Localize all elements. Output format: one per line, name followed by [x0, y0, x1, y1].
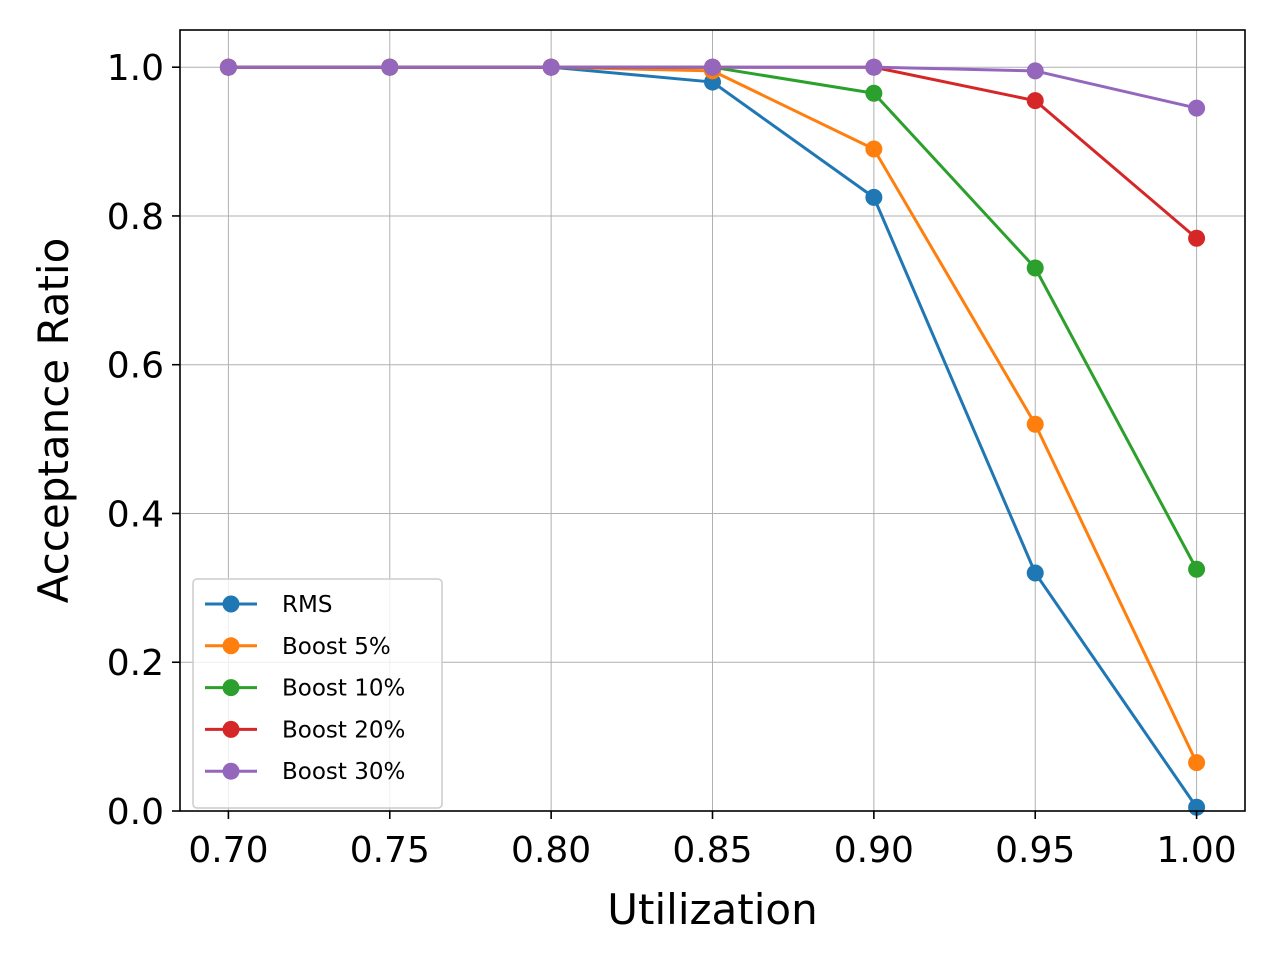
- x-tick-label: 1.00: [1157, 830, 1237, 871]
- x-tick-label: 0.80: [511, 830, 591, 871]
- y-tick-label: 0.6: [107, 346, 164, 387]
- legend: RMS Boost 5% Boost 10% Boost 20% Boost 30%: [192, 578, 443, 809]
- data-point: [381, 58, 399, 76]
- x-tick-label: 0.70: [188, 830, 268, 871]
- y-tick-label: 0.0: [107, 792, 164, 833]
- data-point: [1026, 62, 1044, 80]
- data-point: [1188, 560, 1206, 578]
- data-point: [865, 58, 883, 76]
- x-axis-title: Utilization: [607, 885, 817, 934]
- legend-label: Boost 30%: [282, 759, 405, 785]
- data-point: [542, 58, 560, 76]
- data-point: [1188, 754, 1206, 772]
- data-point: [865, 188, 883, 206]
- y-tick-label: 0.4: [107, 494, 164, 535]
- legend-swatch-marker: [222, 762, 240, 780]
- data-point: [1026, 92, 1044, 110]
- data-point: [219, 58, 237, 76]
- data-point: [1188, 99, 1206, 117]
- x-tick-label: 0.75: [350, 830, 430, 871]
- legend-label: Boost 20%: [282, 717, 405, 743]
- axis-ticks: 0.70 0.75 0.80 0.85 0.90 0.95 1.00 0.0 0.2 0.4 0.6…: [107, 48, 1237, 871]
- legend-item: Boost 30%: [205, 759, 405, 785]
- data-point: [1188, 229, 1206, 247]
- data-point: [865, 140, 883, 158]
- series: [219, 58, 1206, 117]
- legend-swatch-marker: [222, 720, 240, 738]
- legend-item: Boost 20%: [205, 717, 405, 743]
- y-tick-label: 1.0: [107, 48, 164, 89]
- data-point: [1026, 564, 1044, 582]
- legend-item: Boost 10%: [205, 676, 405, 702]
- data-point: [704, 58, 721, 76]
- legend-item: RMS: [205, 592, 332, 618]
- legend-label: RMS: [282, 592, 332, 618]
- legend-label: Boost 10%: [282, 676, 405, 702]
- legend-swatch-marker: [222, 595, 240, 613]
- y-tick-label: 0.8: [107, 197, 164, 238]
- legend-label: Boost 5%: [282, 634, 391, 660]
- x-tick-label: 0.85: [672, 830, 752, 871]
- data-point: [1026, 415, 1044, 433]
- data-point: [865, 84, 883, 102]
- legend-swatch-marker: [222, 637, 240, 655]
- legend-item: Boost 5%: [205, 634, 391, 660]
- y-axis-title: Acceptance Ratio: [29, 238, 78, 604]
- x-tick-label: 0.95: [995, 830, 1075, 871]
- legend-swatch-marker: [222, 679, 240, 697]
- x-tick-label: 0.90: [834, 830, 914, 871]
- data-point: [1026, 259, 1044, 277]
- series-group: [219, 58, 1206, 816]
- y-tick-label: 0.2: [107, 643, 164, 684]
- legend-box: [192, 578, 443, 809]
